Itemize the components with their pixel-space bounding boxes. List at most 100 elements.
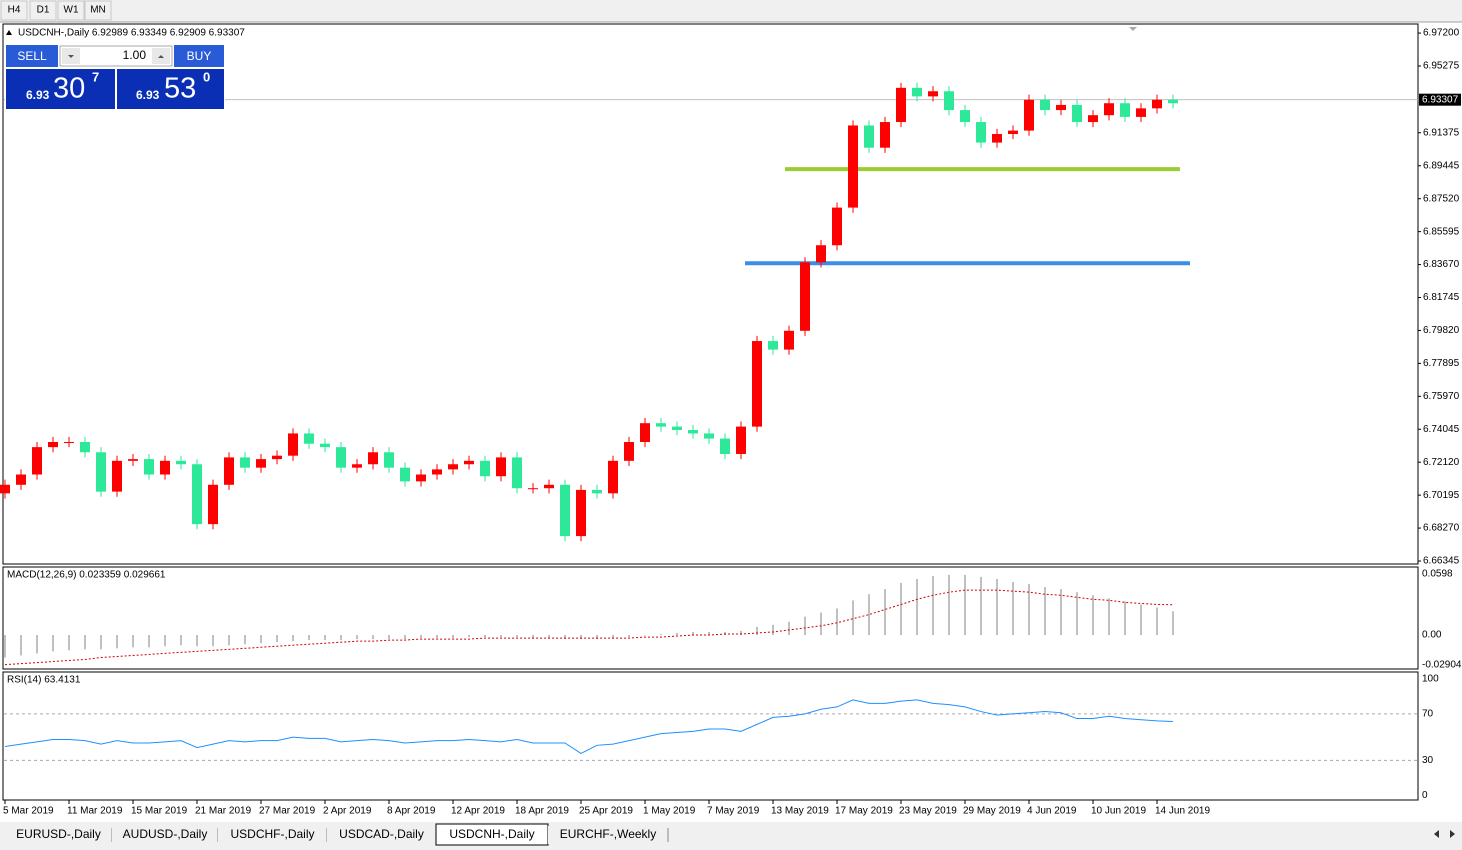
timeframe-label[interactable]: MN [90, 5, 106, 16]
tab-label[interactable]: AUDUSD-,Daily [123, 827, 208, 841]
candle-body [560, 484, 570, 537]
bid-box[interactable] [6, 69, 115, 109]
bid-point: 7 [92, 69, 99, 84]
macd-bar [1172, 611, 1174, 636]
x-tick-label: 10 Jun 2019 [1091, 806, 1146, 817]
candle-body [464, 460, 474, 465]
chart-tab[interactable] [327, 826, 436, 844]
x-tick-label: 25 Apr 2019 [579, 806, 633, 817]
y-tick-label: 6.70195 [1423, 490, 1460, 501]
lot-value[interactable]: 1.00 [123, 48, 147, 62]
candle-body [864, 125, 874, 148]
macd-bar [276, 635, 278, 643]
macd-bar [756, 626, 758, 636]
sell-button[interactable] [6, 45, 58, 67]
tab-label[interactable]: USDCHF-,Daily [231, 827, 315, 841]
chart-tab[interactable] [548, 826, 668, 844]
macd-bar [1028, 584, 1030, 636]
macd-bar [1012, 581, 1014, 636]
tab-scroll-left[interactable] [1434, 830, 1439, 838]
timeframe-label[interactable]: D1 [37, 5, 50, 16]
macd-bar [308, 635, 310, 641]
macd-bar [500, 635, 502, 638]
lot-box[interactable] [59, 45, 173, 67]
macd-bar [84, 635, 86, 650]
tab-label[interactable]: EURCHF-,Weekly [560, 827, 656, 841]
candle-body [1104, 103, 1114, 116]
arrow-down [68, 55, 74, 58]
macd-bar [1044, 587, 1046, 636]
x-tick-label: 21 Mar 2019 [195, 806, 252, 817]
trade-panel: SELL 1.00 BUY 6.93 30 7 6.93 53 0 [5, 44, 225, 109]
x-tick-label: 23 May 2019 [899, 806, 957, 817]
tab-label[interactable]: USDCNH-,Daily [449, 827, 534, 841]
chart-header: USDCNH-,Daily 6.92989 6.93349 6.92909 6.… [18, 28, 245, 39]
macd-bar [180, 635, 182, 646]
tab-label[interactable]: EURUSD-,Daily [16, 827, 101, 841]
macd-bar [1140, 604, 1142, 636]
macd-bar [596, 635, 598, 640]
candle-body [192, 464, 202, 525]
tab-scroll-right[interactable] [1450, 830, 1455, 838]
macd-bar [804, 616, 806, 636]
candle-body [784, 330, 794, 350]
macd-bar [68, 635, 70, 651]
chart-tab[interactable] [5, 826, 112, 844]
y-tick-label: 6.95275 [1423, 61, 1460, 72]
timeframe-label[interactable]: W1 [64, 5, 79, 16]
candle-body [160, 460, 170, 475]
candle-body [96, 452, 106, 492]
buy-label[interactable]: BUY [187, 49, 212, 63]
candle-body [512, 457, 522, 489]
rsi-line [4, 699, 1174, 755]
y-tick-label: 70 [1422, 709, 1434, 720]
y-tick-label: 6.83670 [1423, 259, 1460, 270]
macd-bar [436, 635, 438, 639]
timeframe-button[interactable] [29, 0, 57, 21]
candle-body [288, 433, 298, 456]
candle-body [1168, 99, 1178, 104]
chart-tab[interactable] [218, 826, 327, 844]
timeframe-button[interactable] [84, 0, 112, 21]
x-tick-label: 18 Apr 2019 [515, 806, 569, 817]
y-tick-label: 0 [1422, 790, 1428, 801]
timeframe-button[interactable] [0, 0, 28, 21]
candle-body [688, 430, 698, 434]
timeframe-label[interactable]: H4 [8, 5, 21, 16]
bid-big: 6.93 [26, 88, 50, 102]
candle-body [528, 488, 538, 490]
candle-body [640, 423, 650, 443]
candle-body [256, 459, 266, 468]
candle-body [752, 341, 762, 427]
macd-bar [788, 621, 790, 636]
ask-box[interactable] [117, 69, 224, 109]
y-tick-label: 6.68270 [1423, 523, 1460, 534]
macd-bar [244, 635, 246, 645]
collapse-icon [6, 30, 12, 35]
macd-bar [260, 635, 262, 644]
macd-bar [868, 594, 870, 636]
candle-body [928, 91, 938, 97]
tab-label[interactable]: USDCAD-,Daily [339, 827, 424, 841]
macd-bar [1076, 592, 1078, 636]
candle-body [16, 474, 26, 485]
sell-label[interactable]: SELL [17, 49, 47, 63]
candle-body [0, 484, 10, 494]
macd-bar [628, 635, 630, 638]
macd-bar [404, 635, 406, 640]
chart-tab[interactable] [112, 826, 218, 844]
buy-button[interactable] [174, 45, 224, 67]
ask-pips: 53 [164, 73, 196, 105]
macd-bar [36, 635, 38, 654]
shift-marker [1129, 27, 1137, 31]
candle-body [32, 447, 42, 475]
macd-bar [836, 608, 838, 636]
candle-body [832, 207, 842, 246]
macd-bar [132, 635, 134, 648]
macd-bar [100, 635, 102, 650]
macd-bar [692, 631, 694, 636]
y-tick-label: -0.029049 [1422, 659, 1462, 670]
timeframe-button[interactable] [57, 0, 85, 21]
